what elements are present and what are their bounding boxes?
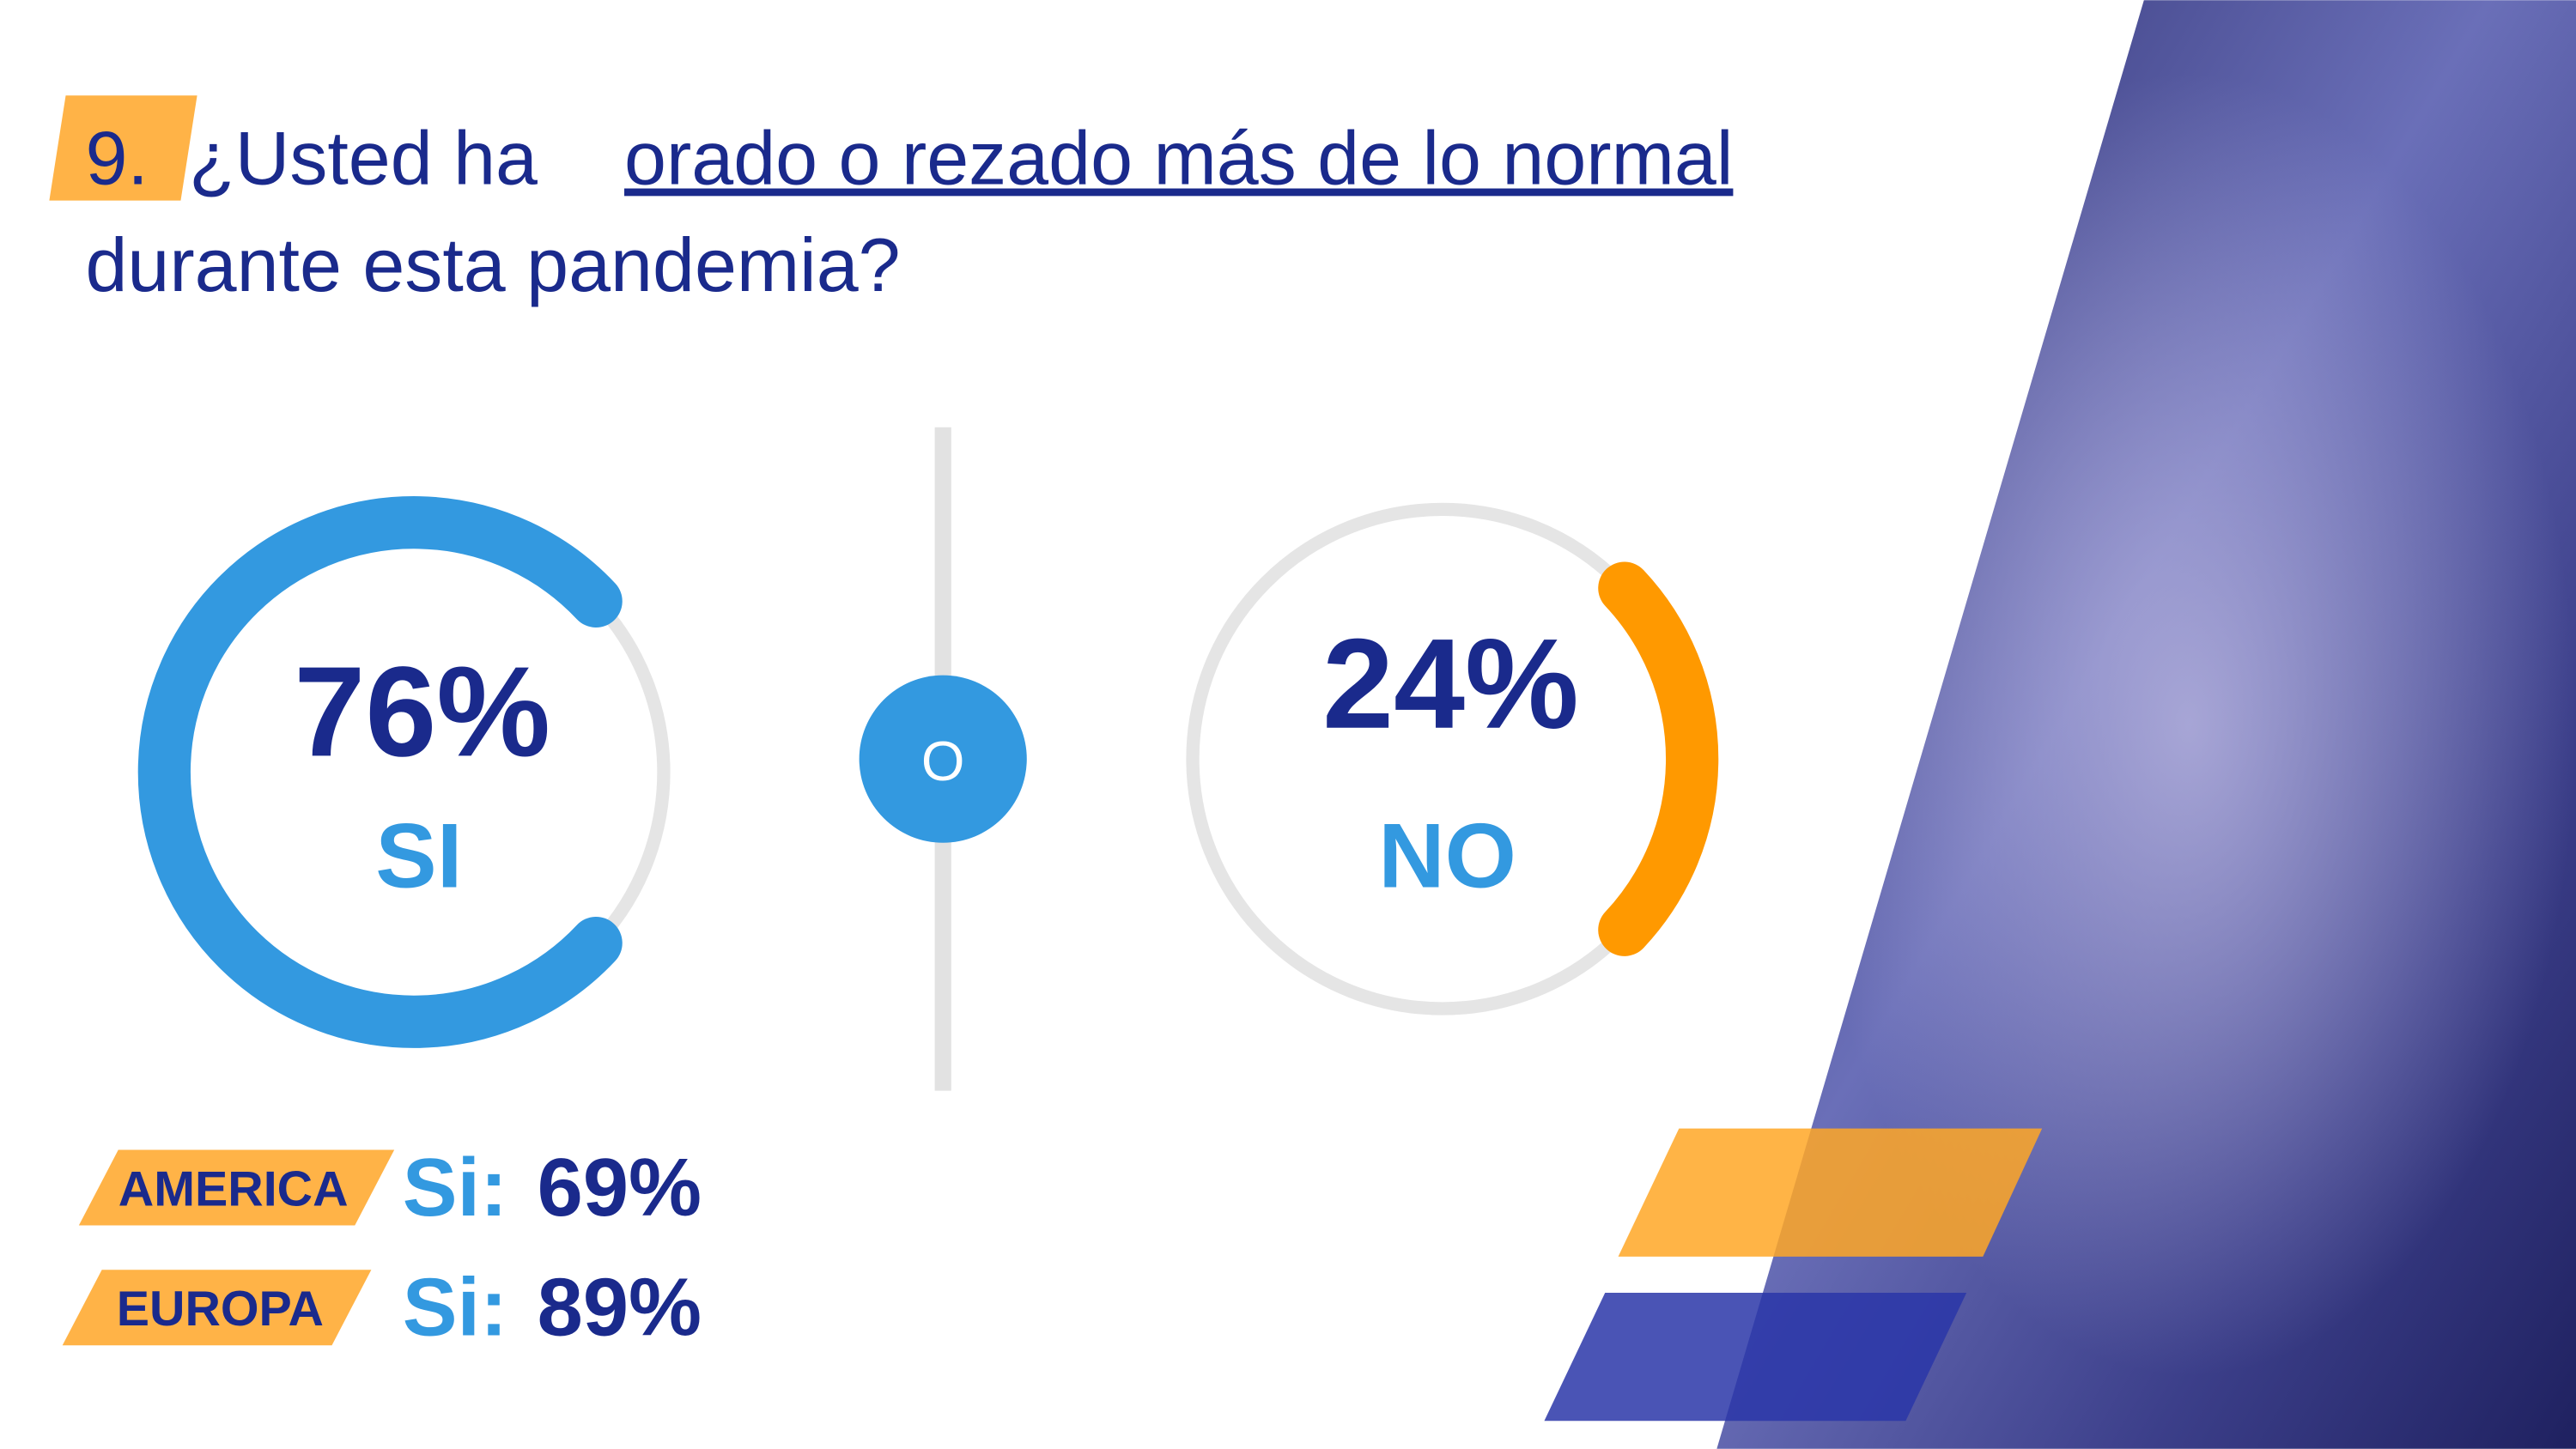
region-value: 89% — [538, 1262, 702, 1354]
gauge-label: NO — [1378, 803, 1516, 906]
decor-orange — [1618, 1128, 2043, 1257]
separator-text: O — [921, 730, 965, 792]
region-name: AMERICA — [118, 1162, 349, 1217]
separator-circle — [859, 675, 1027, 843]
region-value: 69% — [538, 1142, 702, 1234]
region-label: Si: — [403, 1262, 507, 1354]
region-tag — [62, 1270, 372, 1346]
number-badge — [49, 95, 197, 201]
photo-highlight — [1716, 0, 2576, 1449]
question-text: durante esta pandemia? — [85, 222, 900, 307]
region-label: Si: — [403, 1142, 507, 1234]
gauge-arc — [1598, 561, 1719, 956]
question-underlined: orado o rezado más de lo normal — [624, 116, 1733, 201]
gauge-value: 24% — [1322, 612, 1579, 755]
gauge-arc — [137, 496, 623, 1048]
gauge-value: 76% — [294, 640, 550, 783]
region-name: EUROPA — [117, 1282, 324, 1337]
gauge-label: SI — [375, 803, 462, 906]
decor-blue — [1544, 1292, 1967, 1422]
region-tag — [78, 1149, 395, 1226]
question-number: 9. — [85, 116, 148, 201]
question-text: ¿Usted ha — [189, 116, 538, 201]
